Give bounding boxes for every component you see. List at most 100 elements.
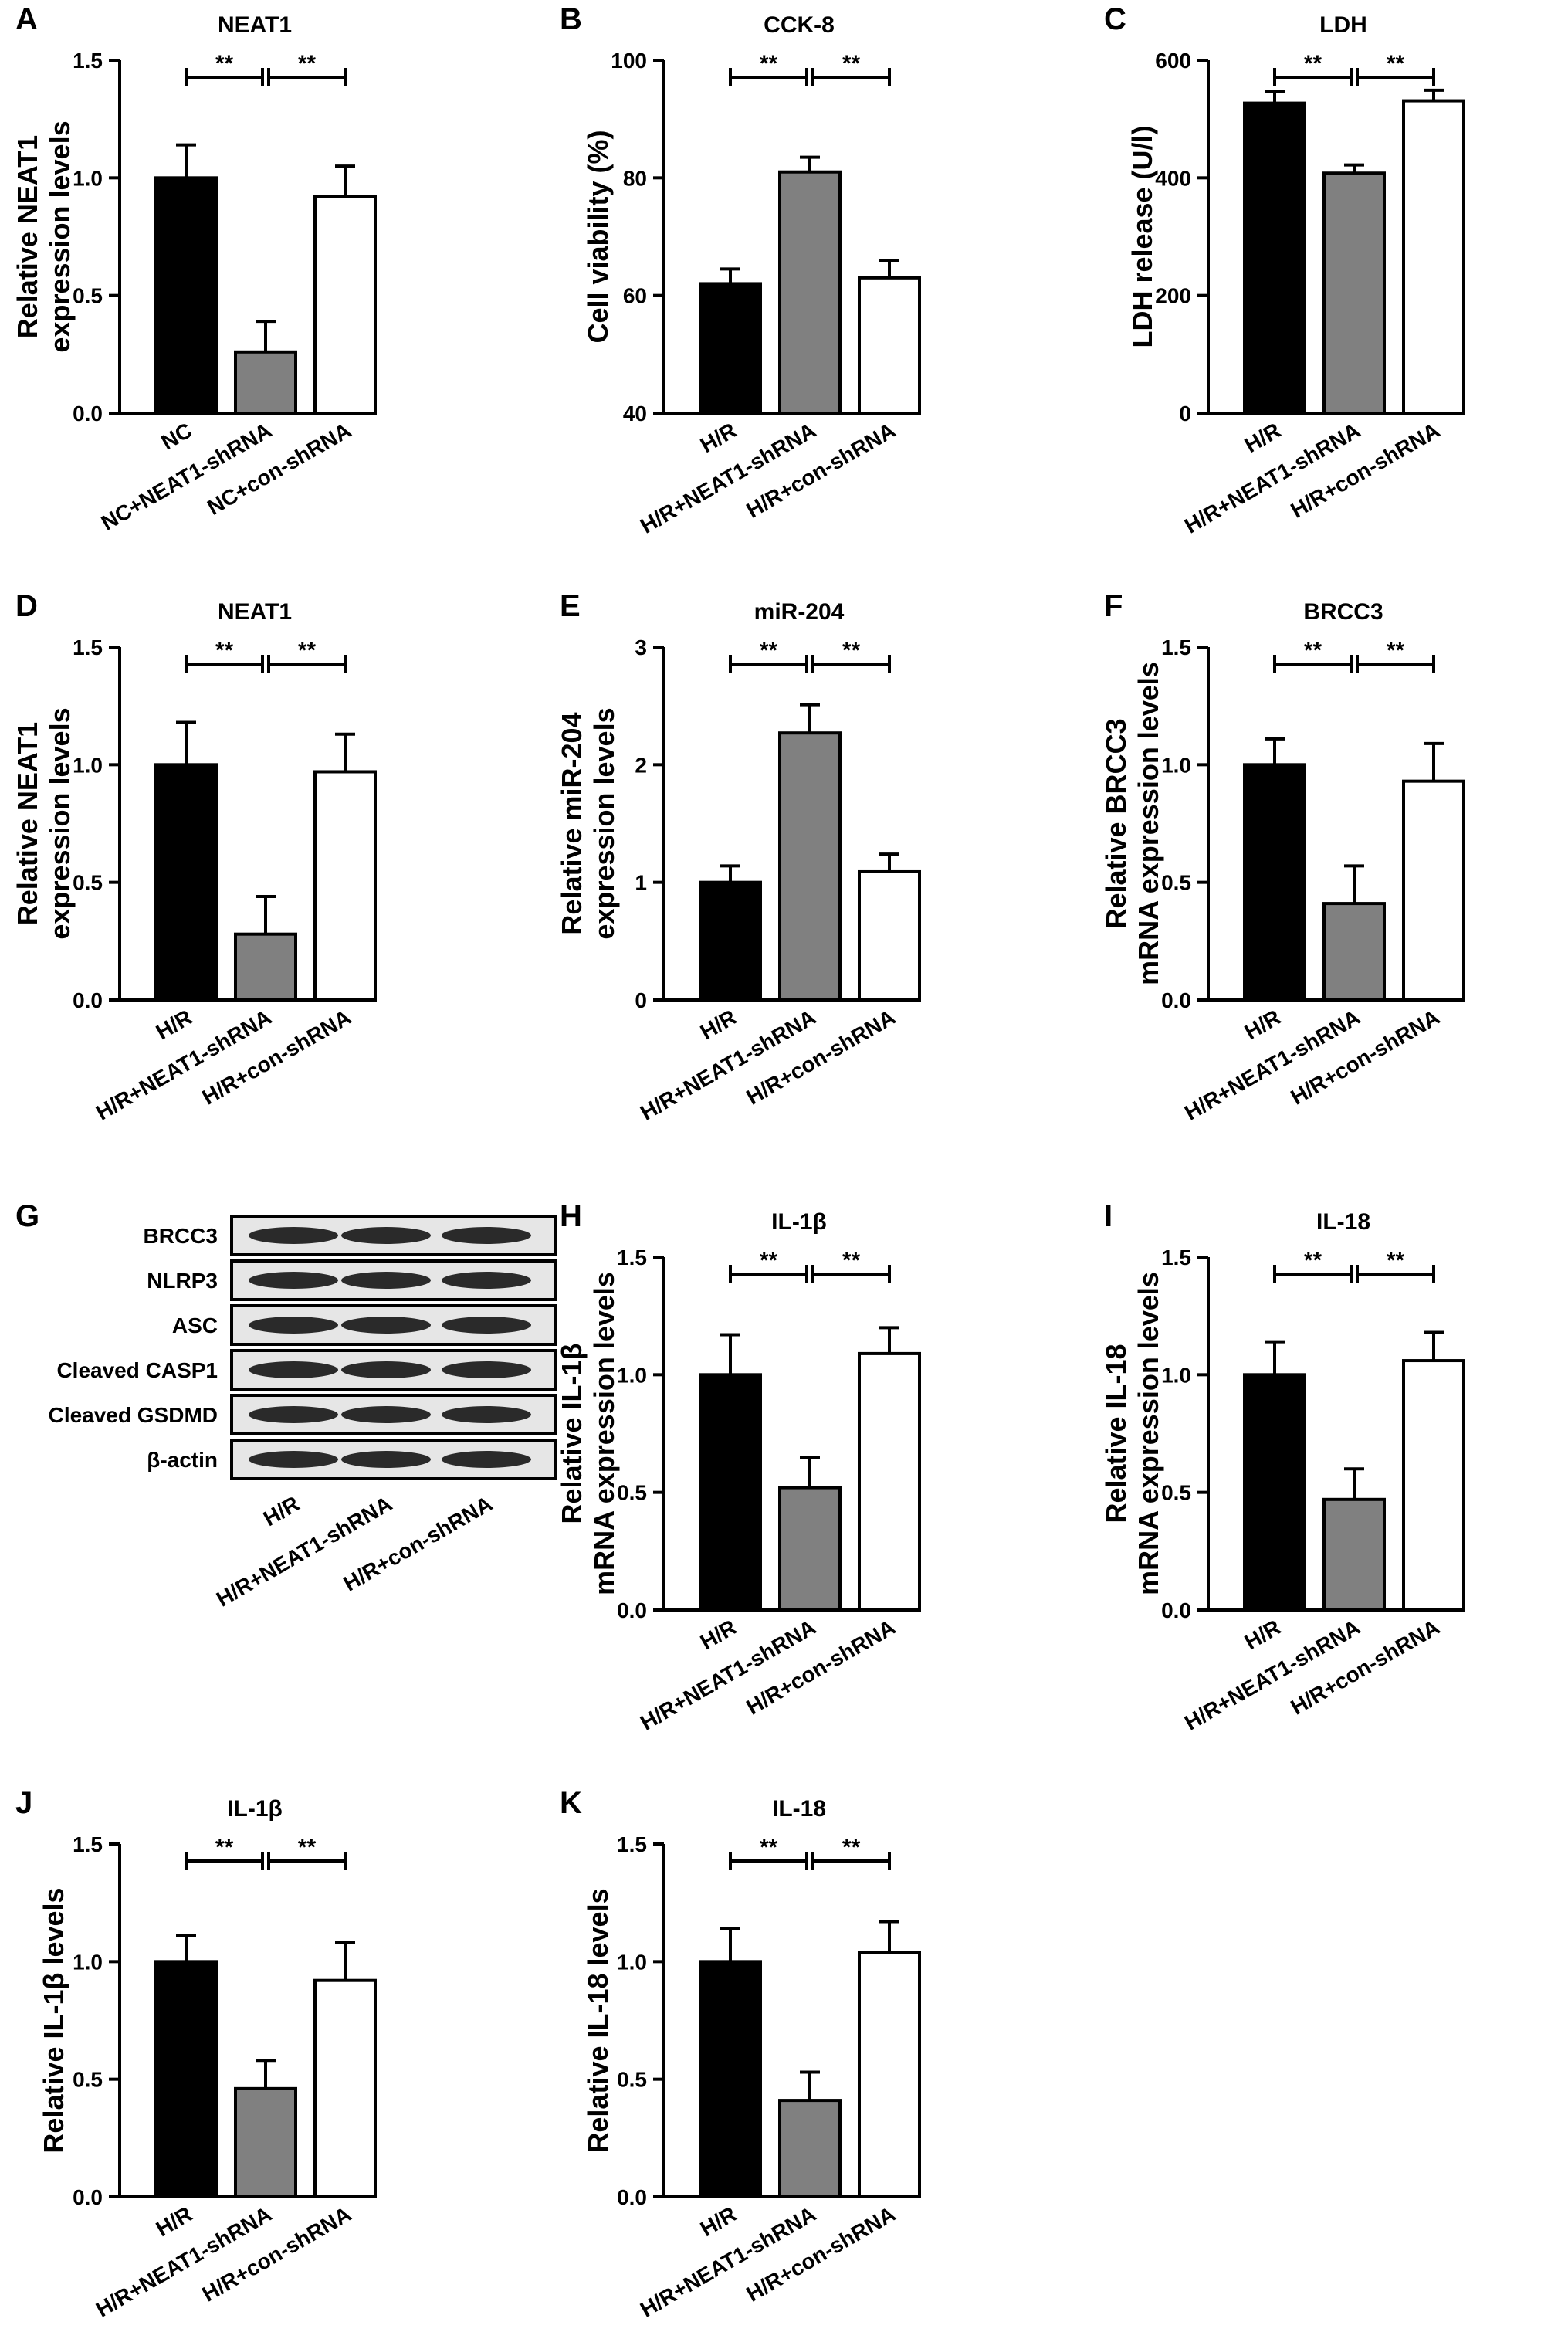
y-axis-label: Relative NEAT1expression levels <box>12 120 76 352</box>
chart-B: B CCK-8 40 60 80 100 Cell viability (%) H/RH/R+… <box>560 2 921 538</box>
y-tick-label: 0.5 <box>617 1481 647 1505</box>
bar-0 <box>699 1373 762 1612</box>
blot-band <box>442 1451 531 1468</box>
blot-band-label: ASC <box>172 1313 218 1337</box>
bar-2 <box>858 276 921 415</box>
y-tick-label: 1.0 <box>73 753 103 777</box>
significance-label: ** <box>1304 1248 1322 1273</box>
western-blot-panel: G BRCC3 NLRP3 ASC Cleaved CASP1 Cleaved GSDMD… <box>15 1199 557 1612</box>
bar-1 <box>1322 171 1386 415</box>
blot-band-label: Cleaved CASP1 <box>56 1358 218 1382</box>
significance-label: ** <box>1304 51 1322 76</box>
chart-title: IL-1β <box>227 1796 283 1822</box>
y-tick-label: 100 <box>611 49 647 73</box>
y-axis-label: Relative IL-1βmRNA expression levels <box>556 1272 620 1595</box>
blot-band-label: BRCC3 <box>144 1224 218 1248</box>
chart-title: BRCC3 <box>1303 599 1383 625</box>
bar-0 <box>154 1960 218 2198</box>
x-category-label: H/R <box>152 1005 196 1044</box>
x-category-label: H/R <box>696 1615 740 1654</box>
bar-1 <box>778 2099 842 2198</box>
bar-2 <box>1402 779 1465 1002</box>
blot-band <box>442 1361 531 1378</box>
chart-F: F BRCC3 0.0 0.5 1.0 1.5 Relative BRCC3mRNA exp… <box>1100 589 1465 1125</box>
y-tick-label: 1.5 <box>73 49 103 73</box>
y-tick-label: 0.5 <box>73 871 103 895</box>
chart-title: IL-18 <box>1316 1209 1370 1235</box>
blot-band <box>341 1227 431 1244</box>
y-tick-label: 0.0 <box>617 2185 647 2209</box>
bar-1 <box>1322 1497 1386 1612</box>
significance-label: ** <box>842 1835 861 1860</box>
blot-band <box>341 1317 431 1334</box>
blot-lane-label: H/R <box>259 1491 303 1530</box>
y-tick-label: 1.5 <box>73 1832 103 1856</box>
blot-band <box>249 1406 338 1423</box>
x-category-label: H/R <box>1241 1615 1285 1654</box>
y-tick-label: 0.0 <box>73 2185 103 2209</box>
blot-band <box>442 1406 531 1423</box>
bar-0 <box>699 1960 762 2198</box>
y-tick-label: 1.5 <box>617 1832 647 1856</box>
y-tick-label: 1.0 <box>73 1950 103 1974</box>
x-category-label: H/R <box>152 2202 196 2241</box>
chart-J: J IL-1β 0.0 0.5 1.0 1.5 Relative IL-1β levels H… <box>15 1786 377 2322</box>
y-axis-label: Relative BRCC3mRNA expression levels <box>1100 662 1164 985</box>
blot-band-label: Cleaved GSDMD <box>49 1403 218 1427</box>
blot-band <box>442 1317 531 1334</box>
y-tick-label: 1.0 <box>1161 1363 1191 1387</box>
y-tick-label: 0.5 <box>617 2068 647 2092</box>
blot-band <box>249 1451 338 1468</box>
blot-band <box>249 1361 338 1378</box>
x-category-label: H/R <box>1241 1005 1285 1044</box>
panel-letter: D <box>15 589 38 623</box>
x-category-label: H/R+con-shRNA <box>743 1005 899 1109</box>
blot-band-label: NLRP3 <box>147 1269 218 1293</box>
chart-I: I IL-18 0.0 0.5 1.0 1.5 Relative IL-18mRNA exp… <box>1100 1199 1465 1735</box>
y-tick-label: 1.5 <box>1161 636 1191 659</box>
bar-0 <box>1243 1373 1306 1612</box>
chart-A: A NEAT1 0.0 0.5 1.0 1.5 Relative NEAT1expressi… <box>12 2 377 535</box>
significance-label: ** <box>215 1835 234 1860</box>
y-tick-label: 1.0 <box>617 1363 647 1387</box>
x-category-label: H/R <box>1241 418 1285 457</box>
bar-0 <box>154 763 218 1002</box>
y-axis-label: Relative NEAT1expression levels <box>12 707 76 939</box>
bar-2 <box>858 1951 921 2198</box>
bar-1 <box>1322 902 1386 1002</box>
panel-letter: G <box>15 1199 39 1233</box>
x-category-label: NC <box>157 418 196 454</box>
y-tick-label: 60 <box>623 284 647 308</box>
chart-K: K IL-18 0.0 0.5 1.0 1.5 Relative IL-18 levels H… <box>560 1786 921 2322</box>
y-tick-label: 40 <box>623 402 647 425</box>
blot-band <box>442 1227 531 1244</box>
blot-band <box>442 1272 531 1289</box>
y-tick-label: 0 <box>1179 402 1191 425</box>
blot-band-label: β-actin <box>147 1448 218 1472</box>
panel-letter: A <box>15 2 38 36</box>
y-tick-label: 400 <box>1155 166 1191 190</box>
bar-2 <box>858 869 921 1002</box>
chart-title: NEAT1 <box>218 12 292 38</box>
bar-1 <box>234 350 297 415</box>
y-axis-label: Cell viability (%) <box>582 130 614 343</box>
significance-label: ** <box>298 51 317 76</box>
significance-label: ** <box>1387 51 1405 76</box>
y-axis-label: Relative IL-18 levels <box>582 1888 614 2152</box>
blot-band <box>249 1272 338 1289</box>
panel-letter: H <box>560 1199 582 1233</box>
panel-letter: J <box>15 1786 32 1820</box>
significance-label: ** <box>760 1835 778 1860</box>
significance-label: ** <box>1387 638 1405 663</box>
y-tick-label: 2 <box>635 753 647 777</box>
blot-band <box>341 1451 431 1468</box>
y-tick-label: 0 <box>635 988 647 1012</box>
y-axis-label: Relative IL-18mRNA expression levels <box>1100 1272 1164 1595</box>
y-tick-label: 0.5 <box>73 2068 103 2092</box>
bar-0 <box>1243 101 1306 415</box>
chart-title: CCK-8 <box>764 12 835 38</box>
x-category-label: H/R+con-shRNA <box>1287 418 1444 522</box>
y-tick-label: 0.5 <box>1161 871 1191 895</box>
